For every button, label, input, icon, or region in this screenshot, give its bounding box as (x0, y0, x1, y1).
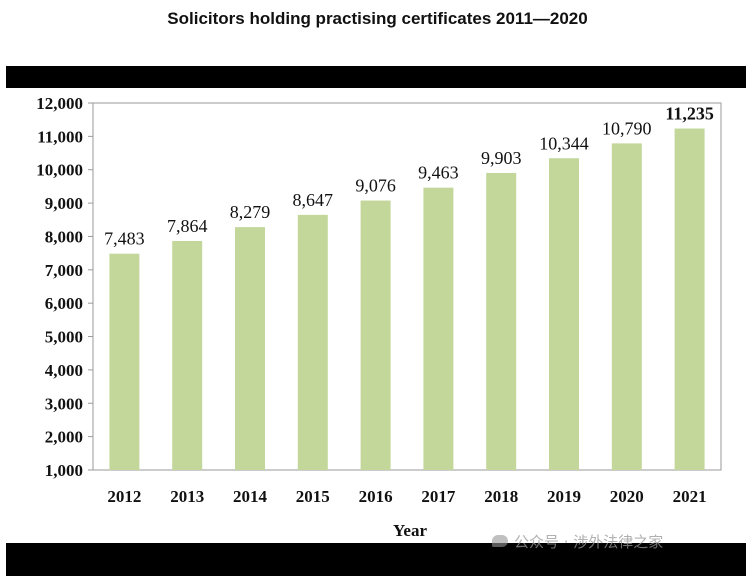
y-tick-label: 12,000 (36, 94, 83, 113)
bar (172, 240, 203, 470)
x-tick-label: 2020 (610, 487, 644, 506)
x-tick-label: 2012 (107, 487, 141, 506)
x-tick-label: 2016 (359, 487, 393, 506)
y-tick-label: 6,000 (45, 294, 83, 313)
y-tick-label: 4,000 (45, 361, 83, 380)
y-tick-label: 11,000 (37, 127, 83, 146)
x-axis-title: Year (393, 521, 427, 540)
bottom-black-bar (6, 543, 746, 576)
watermark: 公众号 · 涉外法律之家 (492, 533, 663, 549)
x-tick-label: 2015 (296, 487, 330, 506)
x-tick-label: 2021 (673, 487, 707, 506)
bar (109, 253, 140, 470)
y-tick-label: 7,000 (45, 261, 83, 280)
watermark-text: 公众号 · 涉外法律之家 (514, 533, 664, 549)
data-label: 9,903 (481, 148, 522, 168)
data-label: 9,463 (418, 163, 459, 183)
bar (360, 200, 391, 470)
bar (611, 143, 642, 470)
bars (109, 128, 705, 470)
y-tick-label: 9,000 (45, 194, 83, 213)
data-label: 7,864 (167, 216, 208, 236)
data-label: 8,647 (293, 190, 334, 210)
x-tick-label: 2017 (421, 487, 456, 506)
page-title: Solicitors holding practising certificat… (167, 9, 588, 28)
data-label: 10,344 (539, 133, 589, 153)
x-axis: 2012 2013 2014 2015 2016 2017 2018 2019 2020 2021 (107, 487, 706, 506)
y-tick-label: 5,000 (45, 328, 83, 347)
data-label: 7,483 (104, 229, 145, 249)
data-label: 10,790 (602, 118, 652, 138)
y-tick-label: 8,000 (45, 227, 83, 246)
bar (423, 187, 454, 470)
bar (674, 128, 705, 470)
x-tick-label: 2014 (233, 487, 268, 506)
y-axis: 1,000 2,000 3,000 4,000 5,000 6,000 7,000 8,000… (36, 94, 93, 480)
data-label: 9,076 (355, 176, 396, 196)
y-tick-label: 10,000 (36, 161, 83, 180)
bar (297, 214, 328, 470)
data-label: 8,279 (230, 202, 271, 222)
bar (235, 227, 265, 470)
y-tick-label: 2,000 (45, 428, 83, 447)
x-tick-label: 2013 (170, 487, 204, 506)
x-tick-label: 2019 (547, 487, 581, 506)
y-tick-label: 1,000 (45, 461, 83, 480)
wechat-icon (492, 535, 508, 547)
x-tick-label: 2018 (484, 487, 518, 506)
data-labels: 7,483 7,864 8,279 8,647 9,076 9,463 9,903 10,34… (104, 104, 714, 249)
top-black-bar (6, 66, 746, 88)
y-tick-label: 3,000 (45, 394, 83, 413)
data-label: 11,235 (665, 104, 714, 124)
bar (549, 158, 579, 470)
bar (486, 172, 517, 470)
